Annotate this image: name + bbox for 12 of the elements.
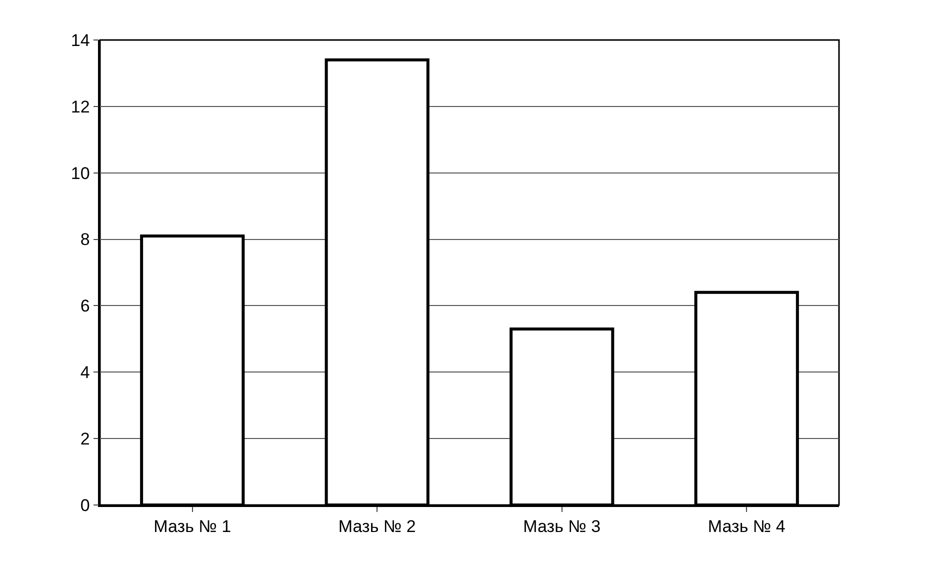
x-tick-label: Мазь № 3	[523, 517, 601, 536]
x-tick-label: Мазь № 2	[338, 517, 416, 536]
x-tick-label: Мазь № 4	[708, 517, 786, 536]
y-tick-label: 10	[70, 164, 90, 183]
x-tick-label: Мазь № 1	[154, 517, 232, 536]
y-tick-label: 4	[80, 363, 90, 382]
y-tick-label: 12	[70, 97, 90, 116]
y-tick-label: 0	[80, 496, 90, 515]
y-tick-label: 6	[80, 296, 90, 316]
y-tick-label: 8	[80, 230, 90, 250]
y-tick-label: 14	[70, 30, 90, 50]
y-tick-label: 2	[80, 430, 90, 449]
